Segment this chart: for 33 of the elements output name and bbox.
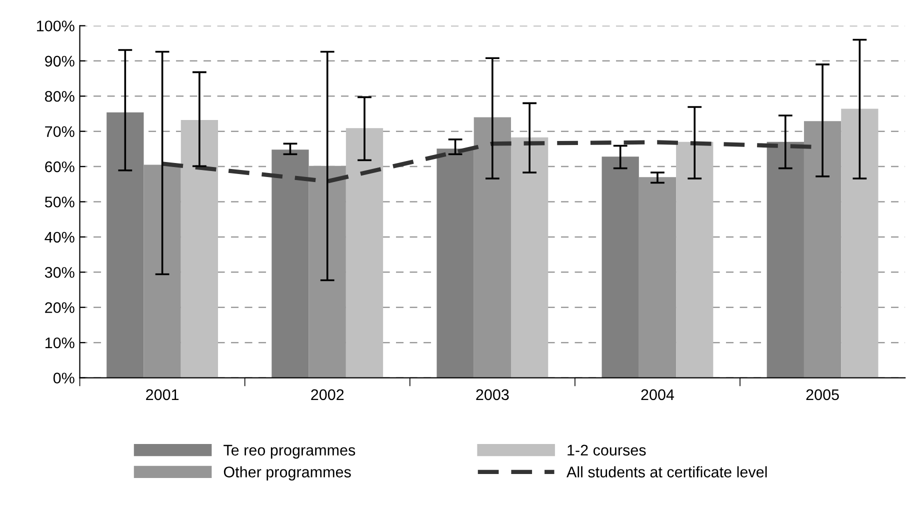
- y-tick-label: 0%: [53, 372, 74, 384]
- x-tick-label: 2001: [146, 389, 179, 400]
- y-tick-label: 20%: [45, 302, 74, 314]
- bar: [308, 166, 346, 378]
- bar: [676, 142, 714, 378]
- x-tick-label: 2005: [806, 389, 839, 400]
- legend-label: Other programmes: [224, 466, 351, 480]
- bar: [346, 128, 384, 378]
- bar: [841, 108, 878, 378]
- y-tick-label: 90%: [45, 56, 74, 67]
- bar: [602, 156, 639, 378]
- bar: [511, 137, 548, 378]
- y-tick-label: 80%: [45, 90, 74, 102]
- x-tick-label: 2002: [311, 389, 344, 400]
- y-tick-label: 100%: [37, 20, 74, 32]
- y-tick-label: 10%: [46, 337, 74, 348]
- legend-label: Te reo programmes: [224, 444, 356, 459]
- legend-label: 1-2 courses: [568, 444, 646, 456]
- bar: [180, 120, 218, 378]
- x-tick-label: 2003: [476, 389, 509, 400]
- y-tick-label: 40%: [44, 232, 74, 243]
- bar: [766, 142, 804, 378]
- y-tick-label: 50%: [44, 196, 74, 208]
- bar: [638, 177, 676, 378]
- bar: [106, 112, 144, 378]
- y-tick-label: 30%: [44, 267, 74, 278]
- bar: [272, 150, 309, 378]
- y-tick-label: 70%: [45, 126, 74, 138]
- bar: [436, 148, 474, 378]
- bar: [144, 164, 181, 378]
- legend-label: All students at certificate level: [566, 466, 767, 478]
- y-tick-label: 60%: [45, 161, 74, 172]
- x-tick-label: 2004: [641, 389, 674, 400]
